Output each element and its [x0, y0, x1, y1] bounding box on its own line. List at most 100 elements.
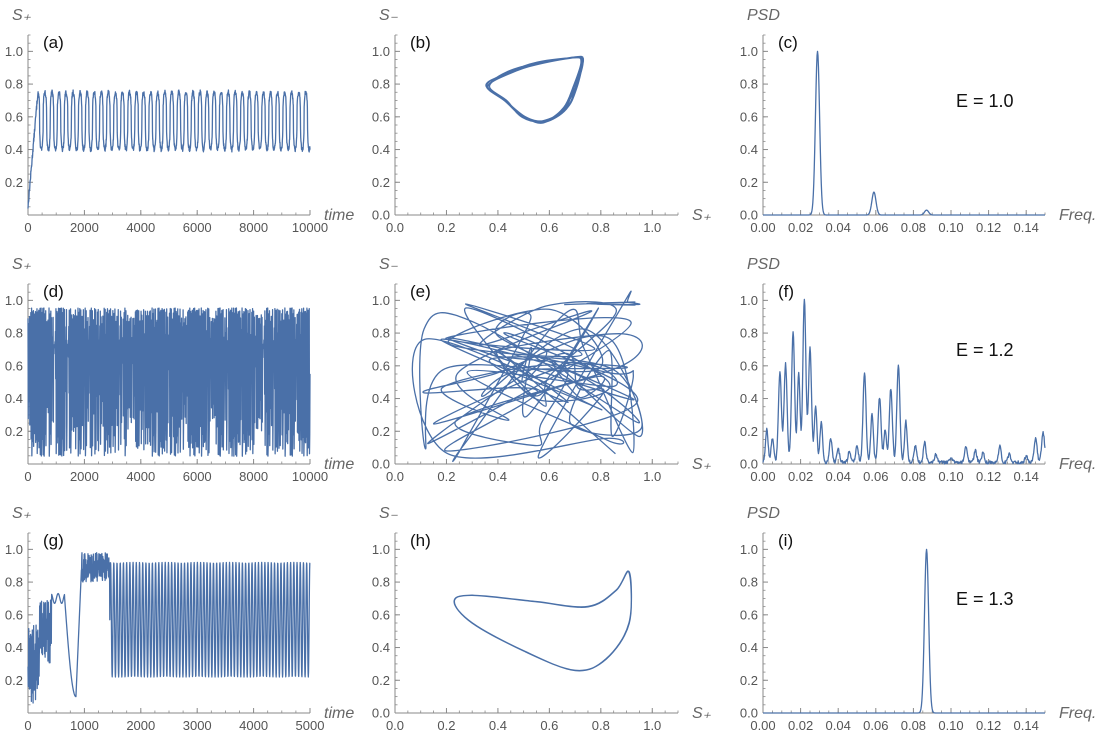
panel-g: 0 1000 2000 3000 4000 5000 0.2 0.4 0.6 0.8 1.0 time…: [5, 505, 354, 733]
panel-label: (b): [410, 33, 431, 52]
y-tick-label: 0.0: [740, 706, 758, 721]
panel-d: 0 2000 4000 6000 8000 10000 0.2 0.4 0.6 0.8 1.0 tim…: [5, 256, 354, 484]
x-axis-label: S₊: [692, 705, 712, 722]
x-tick-label: 2000: [126, 718, 155, 733]
y-tick-label: 0.6: [5, 358, 23, 373]
x-tick-label: 0.02: [788, 469, 813, 484]
y-tick-label: 0.8: [5, 575, 23, 590]
series-line: [762, 548, 1046, 714]
y-tick-label: 0.8: [5, 326, 23, 341]
series-line: [27, 307, 311, 457]
y-tick-label: 1.0: [372, 542, 390, 557]
y-tick-label: 1.0: [740, 293, 758, 308]
x-axis-label: time: [324, 207, 354, 224]
x-tick-label: 6000: [183, 469, 212, 484]
y-axis-label: S₊: [12, 7, 32, 24]
y-tick-label: 0.4: [5, 391, 23, 406]
panel-label: (e): [410, 282, 431, 301]
x-tick-label: 6000: [183, 220, 212, 235]
series-line: [453, 570, 633, 672]
y-tick-label: 0.2: [372, 424, 390, 439]
x-tick-label: 1.0: [643, 220, 661, 235]
x-tick-label: 8000: [239, 469, 268, 484]
y-tick-label: 0.6: [740, 358, 758, 373]
y-tick-label: 0.2: [5, 175, 23, 190]
x-axis-label: Freq.: [1059, 456, 1096, 473]
x-tick-label: 2000: [70, 469, 99, 484]
x-tick-label: 0.4: [489, 220, 507, 235]
x-axis-label: time: [324, 456, 354, 473]
panel-b: 0.0 0.2 0.4 0.6 0.8 1.0 0.0 0.2 0.4 0.6 0.8 1.0 S₊ S₋…: [372, 7, 712, 235]
y-tick-label: 0.8: [5, 77, 23, 92]
panel-label: (a): [43, 33, 64, 52]
x-tick-label: 0.06: [863, 220, 888, 235]
y-tick-label: 0.2: [5, 673, 23, 688]
x-tick-label: 0.08: [901, 220, 926, 235]
y-tick-label: 0.6: [5, 607, 23, 622]
panel-label: (h): [410, 531, 431, 550]
x-tick-label: 0.0: [386, 469, 404, 484]
y-axis-label: S₋: [379, 256, 399, 273]
y-tick-label: 0.2: [740, 424, 758, 439]
y-tick-label: 0.0: [372, 706, 390, 721]
y-axis-label: PSD: [747, 505, 780, 522]
panel-e: 0.0 0.2 0.4 0.6 0.8 1.0 0.0 0.2 0.4 0.6 0.8 1.0 S₊ S₋…: [372, 256, 712, 484]
x-tick-label: 0.00: [750, 718, 775, 733]
y-tick-label: 1.0: [740, 542, 758, 557]
y-axis-label: S₋: [379, 505, 399, 522]
x-tick-label: 0.8: [592, 718, 610, 733]
y-tick-label: 0.0: [740, 457, 758, 472]
y-axis-label: PSD: [747, 7, 780, 24]
y-tick-label: 0.8: [372, 326, 390, 341]
x-tick-label: 0.02: [788, 220, 813, 235]
x-tick-label: 0: [24, 220, 31, 235]
x-tick-label: 10000: [292, 220, 328, 235]
x-tick-label: 4000: [126, 469, 155, 484]
x-tick-label: 1.0: [643, 469, 661, 484]
x-axis-label: Freq.: [1059, 705, 1096, 722]
x-tick-label: 0.4: [489, 469, 507, 484]
x-tick-label: 2000: [70, 220, 99, 235]
panel-f: 0.00 0.02 0.04 0.06 0.08 0.10 0.12 0.14 0.0 0.2 0.…: [740, 256, 1096, 484]
y-tick-label: 1.0: [372, 44, 390, 59]
y-tick-label: 0.8: [740, 575, 758, 590]
y-tick-label: 1.0: [5, 293, 23, 308]
x-tick-label: 0.2: [437, 718, 455, 733]
x-tick-label: 0.12: [976, 469, 1001, 484]
y-tick-label: 0.4: [740, 391, 758, 406]
x-tick-label: 8000: [239, 220, 268, 235]
x-tick-label: 0.08: [901, 469, 926, 484]
y-tick-label: 0.4: [740, 640, 758, 655]
y-tick-label: 0.4: [372, 640, 390, 655]
panel-label: (d): [43, 282, 64, 301]
x-tick-label: 0.0: [386, 718, 404, 733]
x-tick-label: 0.12: [976, 718, 1001, 733]
y-tick-label: 0.8: [372, 575, 390, 590]
x-tick-label: 3000: [183, 718, 212, 733]
y-axis-label: PSD: [747, 256, 780, 273]
x-tick-label: 0.14: [1014, 220, 1039, 235]
x-tick-label: 0.02: [788, 718, 813, 733]
x-axis-label: Freq.: [1059, 207, 1096, 224]
y-tick-label: 0.0: [740, 208, 758, 223]
x-tick-label: 0.10: [938, 718, 963, 733]
x-tick-label: 0.00: [750, 220, 775, 235]
y-tick-label: 0.8: [740, 326, 758, 341]
y-tick-label: 0.6: [372, 358, 390, 373]
x-tick-label: 0.6: [540, 718, 558, 733]
y-tick-label: 0.6: [740, 109, 758, 124]
x-tick-label: 1.0: [643, 718, 661, 733]
x-axis-label: time: [324, 705, 354, 722]
x-tick-label: 0.8: [592, 469, 610, 484]
y-tick-label: 0.8: [740, 77, 758, 92]
y-tick-label: 1.0: [740, 44, 758, 59]
y-tick-label: 0.2: [372, 175, 390, 190]
y-tick-label: 0.2: [740, 175, 758, 190]
y-tick-label: 1.0: [372, 293, 390, 308]
x-axis-label: S₊: [692, 456, 712, 473]
x-tick-label: 0.00: [750, 469, 775, 484]
y-tick-label: 0.2: [740, 673, 758, 688]
y-axis-label: S₊: [12, 505, 32, 522]
y-axis-label: S₊: [12, 256, 32, 273]
